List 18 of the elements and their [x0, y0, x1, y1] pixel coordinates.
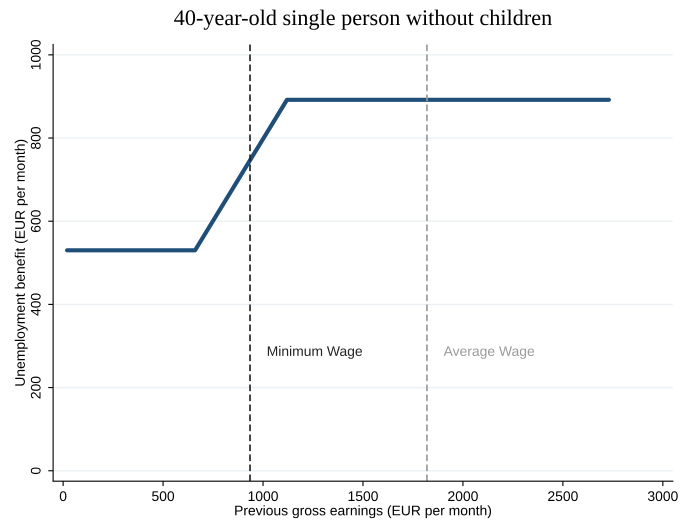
y-tick-label: 800 — [30, 126, 41, 150]
y-tick-label: 200 — [30, 376, 41, 398]
y-tick-label: 1000 — [30, 40, 41, 70]
x-tick-label: 2500 — [548, 491, 578, 502]
y-tick-label: 400 — [30, 293, 41, 316]
x-tick-label: 2000 — [448, 491, 478, 502]
x-axis-title: Previous gross earnings (EUR per month) — [235, 505, 492, 518]
x-tick-label: 3000 — [648, 491, 678, 502]
chart-title: 40-year-old single person without children — [174, 10, 552, 30]
y-tick-label: 0 — [30, 467, 41, 474]
ref-line-label: Minimum Wage — [268, 346, 362, 359]
y-tick-label: 600 — [30, 210, 41, 232]
x-tick-label: 1500 — [348, 491, 378, 502]
x-tick-label: 0 — [60, 491, 66, 502]
x-tick-label: 1000 — [248, 491, 278, 502]
x-tick-label: 500 — [152, 491, 174, 502]
ref-line-label: Average Wage — [444, 346, 534, 359]
y-axis-title: Unemployment benefit (EUR per month) — [14, 140, 28, 386]
